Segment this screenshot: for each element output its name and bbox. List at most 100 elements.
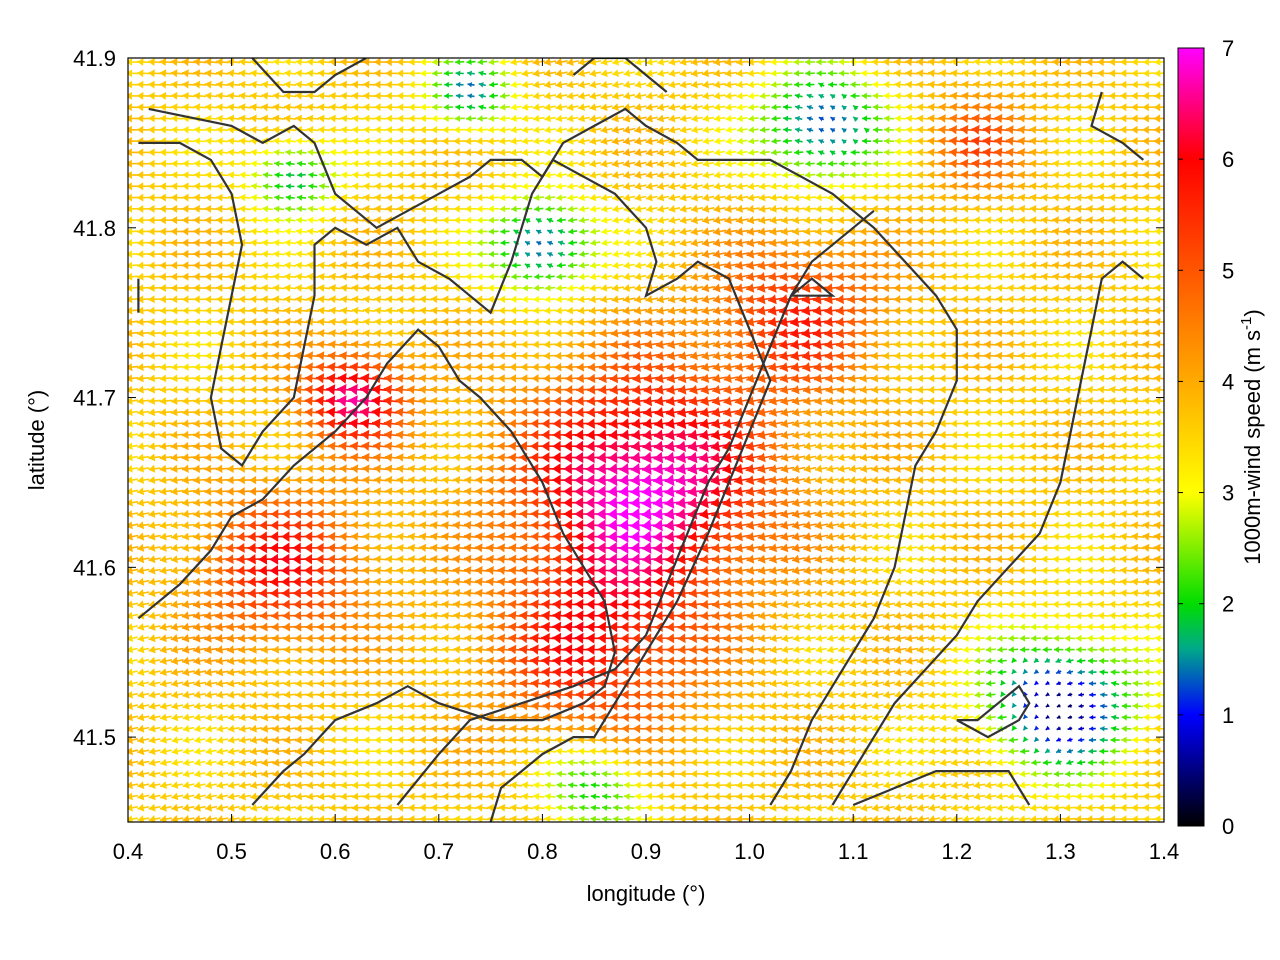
wind-arrow (577, 69, 591, 78)
wind-arrow (679, 92, 692, 100)
wind-arrow (1142, 69, 1156, 78)
wind-arrow (861, 81, 872, 88)
wind-arrow (839, 81, 849, 88)
wind-arrow (137, 58, 150, 66)
wind-arrow (577, 58, 591, 66)
wind-arrow (340, 69, 354, 78)
wind-arrow (794, 93, 803, 99)
wind-arrow (272, 69, 285, 78)
wind-arrow (170, 91, 184, 100)
wind-arrow (1074, 91, 1088, 100)
wind-arrow (690, 69, 704, 78)
wind-arrow (295, 69, 308, 78)
wind-arrow (128, 103, 139, 112)
wind-arrow (600, 80, 613, 89)
wind-arrow (499, 81, 510, 88)
wind-arrow (950, 80, 964, 89)
wind-arrow (679, 58, 692, 66)
wind-arrow (916, 91, 930, 100)
wind-arrow (455, 70, 464, 77)
wind-arrow (431, 103, 443, 111)
wind-arrow (1063, 91, 1077, 100)
wind-arrow (950, 69, 964, 78)
wind-arrow (702, 80, 715, 89)
wind-arrow (566, 103, 579, 111)
wind-arrow (238, 69, 252, 78)
wind-arrow (1131, 91, 1144, 100)
wind-arrow (589, 92, 602, 100)
wind-arrow (499, 58, 511, 66)
wind-arrow (962, 58, 975, 66)
wind-arrow (1052, 80, 1066, 89)
wind-arrow (408, 69, 421, 78)
wind-arrow (804, 58, 816, 66)
wind-arrow (871, 69, 884, 78)
wind-arrow (385, 58, 399, 67)
wind-arrow (736, 92, 748, 100)
wind-arrow (478, 93, 486, 99)
wind-arrow (1006, 91, 1021, 100)
wind-arrow (861, 92, 872, 100)
wind-arrow (544, 103, 557, 111)
wind-arrow (488, 70, 499, 77)
wind-arrow (938, 91, 953, 100)
wind-arrow (273, 58, 285, 66)
wind-arrow (443, 104, 454, 111)
wind-arrow (444, 92, 453, 99)
wind-arrow (713, 58, 727, 67)
wind-arrow (1063, 58, 1077, 67)
wind-arrow (782, 69, 793, 77)
wind-arrow (340, 103, 353, 112)
wind-arrow (532, 92, 545, 100)
wind-arrow (894, 92, 907, 100)
wind-arrow (713, 69, 726, 78)
wind-arrow (1018, 58, 1031, 66)
wind-arrow (759, 81, 771, 89)
wind-arrow (1131, 58, 1144, 66)
wind-arrow (759, 69, 771, 77)
wind-arrow (668, 69, 681, 78)
wind-arrow (984, 69, 997, 78)
wind-arrow (1142, 80, 1156, 89)
wind-arrow (182, 80, 195, 89)
wind-arrow (860, 58, 873, 66)
wind-arrow (1108, 58, 1122, 66)
wind-arrow (171, 103, 184, 112)
wind-arrow (905, 58, 919, 67)
wind-arrow (850, 92, 860, 99)
wind-arrow (995, 80, 1009, 89)
wind-arrow (362, 58, 377, 67)
wind-arrow (443, 70, 453, 77)
wind-arrow (566, 80, 579, 89)
wind-arrow (646, 58, 658, 66)
wind-arrow (1029, 91, 1043, 100)
wind-arrow (204, 103, 218, 112)
wind-arrow (488, 58, 499, 66)
wind-arrow (432, 92, 443, 100)
wind-arrow (916, 80, 930, 89)
wind-arrow (794, 81, 804, 88)
wind-arrow (905, 92, 918, 100)
wind-arrow (555, 69, 568, 78)
wind-arrow (701, 58, 715, 66)
wind-arrow (995, 91, 1009, 101)
wind-arrow (193, 69, 207, 78)
wind-arrow (420, 58, 432, 66)
wind-arrow (1018, 80, 1032, 89)
plot-background (128, 58, 1164, 822)
wind-arrow (657, 69, 669, 78)
wind-arrow (1040, 69, 1054, 78)
wind-arrow (340, 58, 354, 67)
wind-arrow (1154, 58, 1164, 66)
wind-arrow (420, 81, 432, 89)
wind-arrow (713, 92, 726, 100)
wind-arrow (747, 80, 760, 89)
wind-arrow (432, 81, 443, 88)
wind-arrow (148, 69, 161, 78)
wind-arrow (408, 58, 421, 66)
wind-arrow (216, 92, 229, 100)
wind-arrow (238, 80, 252, 89)
wind-arrow (883, 92, 895, 100)
wind-arrow (227, 58, 241, 66)
wind-arrow (136, 103, 150, 112)
